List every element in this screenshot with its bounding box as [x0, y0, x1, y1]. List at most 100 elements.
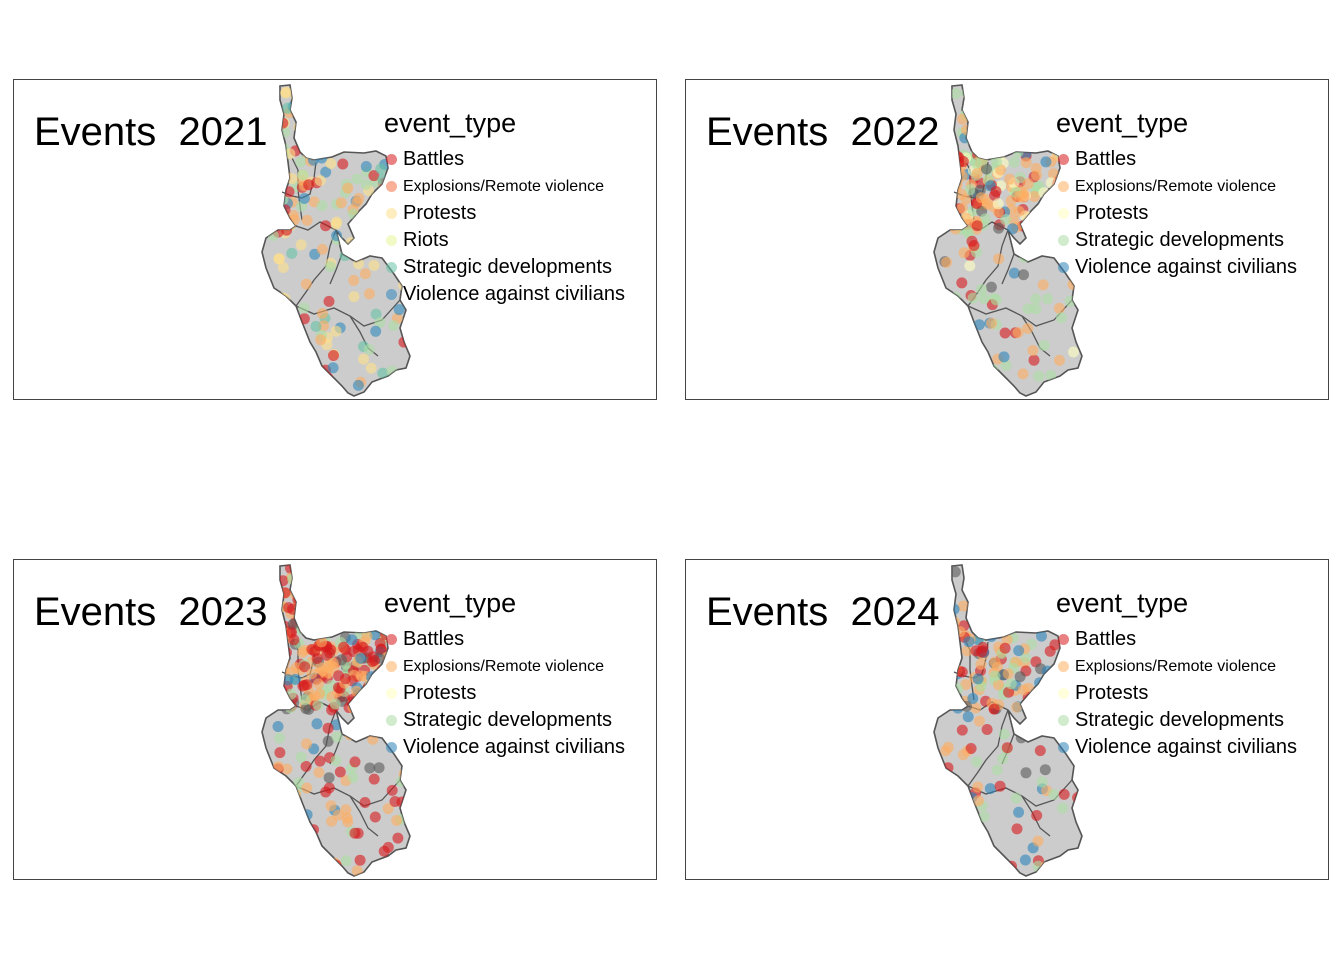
event-point	[316, 308, 328, 319]
event-point	[309, 645, 321, 657]
event-point	[1022, 323, 1034, 334]
event-point	[292, 576, 304, 588]
event-point	[297, 169, 309, 181]
event-point	[369, 811, 381, 823]
legend-item-battles: Battles	[384, 146, 625, 173]
event-point	[1043, 692, 1055, 704]
event-point	[319, 627, 331, 639]
event-point	[330, 755, 342, 767]
event-point	[1048, 168, 1059, 180]
event-point	[300, 278, 312, 290]
event-point	[309, 690, 321, 702]
event-point	[280, 86, 292, 98]
event-point	[974, 140, 986, 152]
event-point	[1008, 267, 1020, 279]
event-point	[951, 308, 962, 320]
event-point	[342, 816, 354, 828]
event-point	[1027, 345, 1039, 356]
event-point	[368, 773, 380, 785]
map-panel-2023: Events 2023 event_type Battles Explosion…	[13, 559, 657, 880]
legend-label: Violence against civilians	[403, 283, 625, 305]
event-point	[962, 711, 974, 723]
event-point	[969, 118, 981, 130]
legend-item-violence: Violence against civilians	[1056, 734, 1297, 761]
legend-label: Battles	[403, 148, 465, 170]
legend-item-violence: Violence against civilians	[1056, 254, 1297, 281]
legend-dot	[386, 742, 397, 753]
event-point	[340, 855, 352, 867]
event-point	[982, 198, 994, 210]
event-point	[300, 596, 312, 608]
event-point	[971, 85, 983, 95]
legend-item-strategic: Strategic developments	[1056, 707, 1297, 734]
legend-title: event_type	[1056, 588, 1189, 618]
event-point	[368, 259, 380, 271]
event-point	[953, 166, 965, 178]
legend-dot	[386, 262, 397, 273]
event-point	[362, 681, 374, 693]
event-point	[1039, 210, 1051, 222]
event-point	[280, 216, 292, 228]
event-point	[1008, 156, 1020, 168]
event-point	[353, 192, 365, 204]
event-point	[981, 163, 992, 175]
event-point	[950, 223, 961, 235]
district-border	[329, 253, 343, 285]
legend: event_type Battles Explosions/Remote vio…	[384, 586, 625, 761]
event-point	[979, 213, 991, 225]
event-point	[279, 309, 291, 321]
event-point	[329, 698, 341, 710]
event-point	[1040, 698, 1052, 710]
event-point	[345, 237, 357, 249]
event-point	[986, 317, 997, 329]
event-point	[353, 217, 365, 229]
legend-label: Riots	[403, 229, 449, 251]
event-point	[1028, 191, 1040, 202]
legend-item-protests: Protests	[1056, 680, 1297, 707]
legend-item-explosions: Explosions/Remote violence	[384, 653, 625, 680]
event-point	[977, 601, 989, 613]
event-point	[327, 362, 339, 374]
event-point	[989, 670, 1001, 682]
event-point	[1002, 668, 1014, 680]
event-point	[965, 108, 977, 120]
legend-label: Strategic developments	[1075, 709, 1285, 731]
legend-label: Strategic developments	[1075, 229, 1285, 251]
event-point	[1053, 354, 1065, 366]
event-point	[1030, 293, 1042, 305]
event-point	[965, 743, 977, 754]
event-point	[293, 574, 305, 585]
event-point	[998, 351, 1010, 363]
event-point	[1037, 279, 1049, 291]
event-point	[1020, 767, 1032, 779]
legend-item-strategic: Strategic developments	[384, 254, 625, 281]
event-point	[368, 213, 379, 225]
panel-title: Events 2021	[34, 110, 268, 154]
legend-dot	[1058, 208, 1069, 219]
event-point	[323, 772, 335, 784]
event-point	[963, 636, 975, 648]
legend-item-battles: Battles	[1056, 146, 1297, 173]
event-point	[360, 161, 372, 172]
map-panel-2024: Events 2024 event_type Battles Explosion…	[685, 559, 1329, 880]
legend-title: event_type	[384, 108, 517, 138]
event-point	[984, 783, 996, 795]
legend-item-explosions: Explosions/Remote violence	[1056, 653, 1297, 680]
event-point	[374, 317, 386, 328]
event-point	[306, 668, 318, 680]
event-point	[366, 698, 378, 710]
legend-item-riots: Riots	[384, 227, 625, 254]
event-point	[346, 634, 358, 646]
event-point	[375, 163, 387, 175]
event-point	[956, 202, 968, 214]
event-point	[349, 756, 361, 768]
event-point	[1033, 370, 1045, 382]
event-point	[967, 292, 979, 304]
event-point	[976, 368, 988, 380]
event-point	[324, 865, 335, 876]
event-point	[347, 772, 359, 784]
event-point	[966, 87, 978, 99]
event-point	[340, 673, 351, 685]
event-point	[988, 852, 999, 864]
event-point	[990, 294, 1002, 306]
